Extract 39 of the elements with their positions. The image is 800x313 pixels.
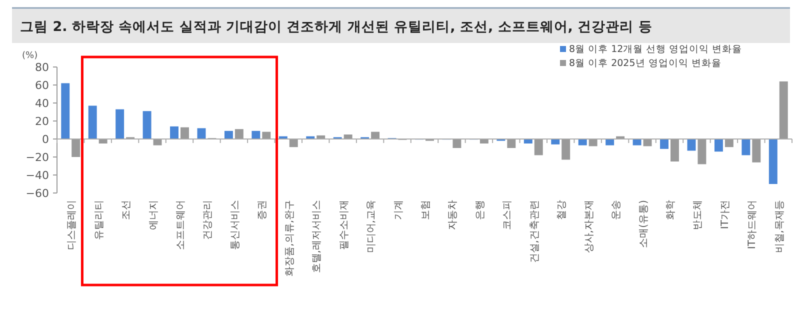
x-tick-label: 디스플레이 <box>66 200 78 250</box>
x-tick-label: 소프트웨어 <box>176 200 186 250</box>
x-tick-label: 화학 <box>666 200 676 220</box>
y-tick-label: 80 <box>35 61 49 74</box>
y-tick-label: −40 <box>26 169 49 182</box>
x-tick-label: 자동차 <box>448 200 459 230</box>
x-tick-label: 미디어,교육 <box>366 200 378 254</box>
x-tick-label: 비철,목재등 <box>774 200 786 254</box>
y-tick-label: 60 <box>35 79 49 92</box>
x-tick-label: 코스피 <box>502 200 514 230</box>
x-tick-label: IT하드웨어 <box>747 200 758 250</box>
x-tick-label: 유틸리티 <box>94 200 105 240</box>
legend-label: 8월 이후 2025년 영업이익 변화율 <box>569 58 722 69</box>
x-tick-label: 건강관리 <box>202 200 214 240</box>
y-tick-label: 20 <box>35 115 49 128</box>
x-tick-label: 철강 <box>556 200 568 220</box>
y-tick-label: −20 <box>26 151 49 164</box>
x-tick-label: 반도체 <box>692 200 704 230</box>
x-tick-label: 에너지 <box>148 200 160 230</box>
x-tick-label: 소매(유통) <box>638 200 650 248</box>
y-tick-label: 0 <box>42 133 49 146</box>
y-axis-title: (%) <box>22 51 38 61</box>
x-tick-label: 보험 <box>420 200 432 220</box>
x-tick-label: 건설,건축관련 <box>529 200 540 264</box>
x-tick-label: 증권 <box>257 200 268 220</box>
y-tick-label: −60 <box>26 187 49 200</box>
x-tick-label: 상사,자본재 <box>584 200 595 254</box>
x-tick-label: IT가전 <box>720 200 731 230</box>
legend-label: 8월 이후 12개월 선행 영업이익 변화율 <box>569 44 742 55</box>
y-tick-label: 40 <box>35 97 49 110</box>
x-tick-label: 통신서비스 <box>230 200 241 250</box>
x-tick-label: 은행 <box>474 200 486 220</box>
x-tick-label: 운송 <box>611 200 622 220</box>
chart-title: 그림 2. 하락장 속에서도 실적과 기대감이 견조하게 개선된 유틸리티, 조선, 소프트웨어, 건강관리 등 <box>20 19 652 35</box>
x-tick-label: 호텔,레저서비스 <box>312 200 323 274</box>
x-tick-label: 필수소비재 <box>338 200 350 250</box>
x-tick-label: 기계 <box>393 200 404 220</box>
x-tick-label: 화장품,의류,완구 <box>284 200 296 276</box>
x-tick-label: 조선 <box>121 200 132 220</box>
